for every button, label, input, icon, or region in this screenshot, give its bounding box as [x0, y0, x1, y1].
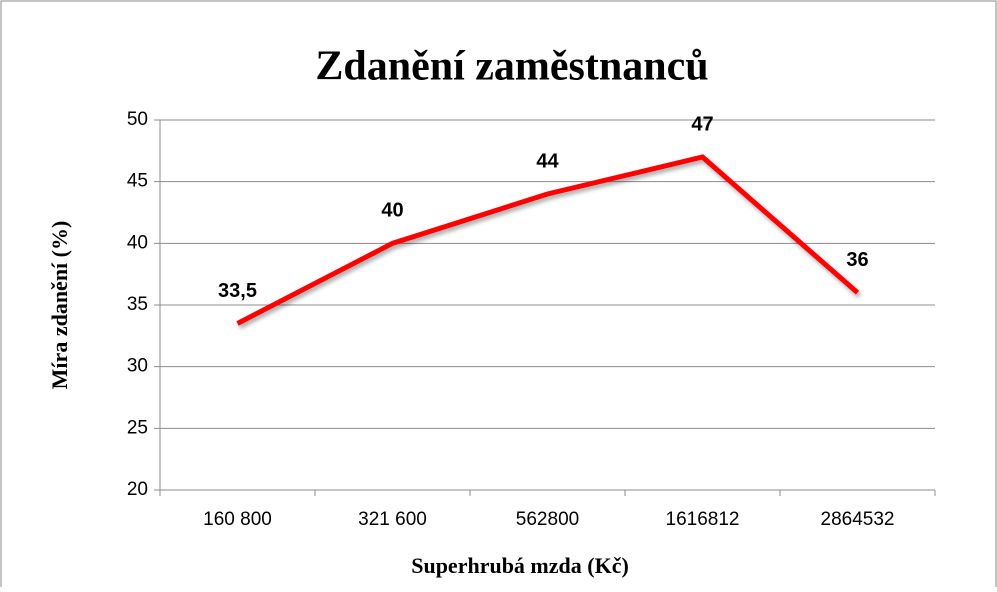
x-tick-label: 2864532	[821, 509, 895, 530]
y-tick-label: 40	[127, 232, 148, 253]
data-label: 44	[536, 150, 559, 172]
data-label: 33,5	[218, 280, 257, 302]
y-axis-label: Míra zdanění (%)	[47, 221, 72, 390]
y-tick-label: 30	[127, 356, 148, 377]
chart-title: Zdanění zaměstnanců	[315, 44, 708, 90]
y-tick-label: 20	[127, 479, 148, 500]
x-axis-label: Superhrubá mzda (Kč)	[411, 553, 629, 578]
data-label: 36	[846, 249, 868, 271]
y-tick-label: 25	[127, 417, 148, 438]
y-tick-label: 35	[127, 294, 148, 315]
x-tick-label: 321 600	[358, 509, 427, 530]
data-label: 40	[381, 200, 403, 222]
x-tick-label: 1616812	[666, 509, 740, 530]
y-tick-label: 45	[127, 171, 148, 192]
y-tick-label: 50	[127, 109, 148, 130]
data-label: 47	[691, 113, 713, 135]
x-tick-label: 562800	[516, 509, 579, 530]
data-line	[236, 154, 860, 326]
x-tick-label: 160 800	[203, 509, 272, 530]
